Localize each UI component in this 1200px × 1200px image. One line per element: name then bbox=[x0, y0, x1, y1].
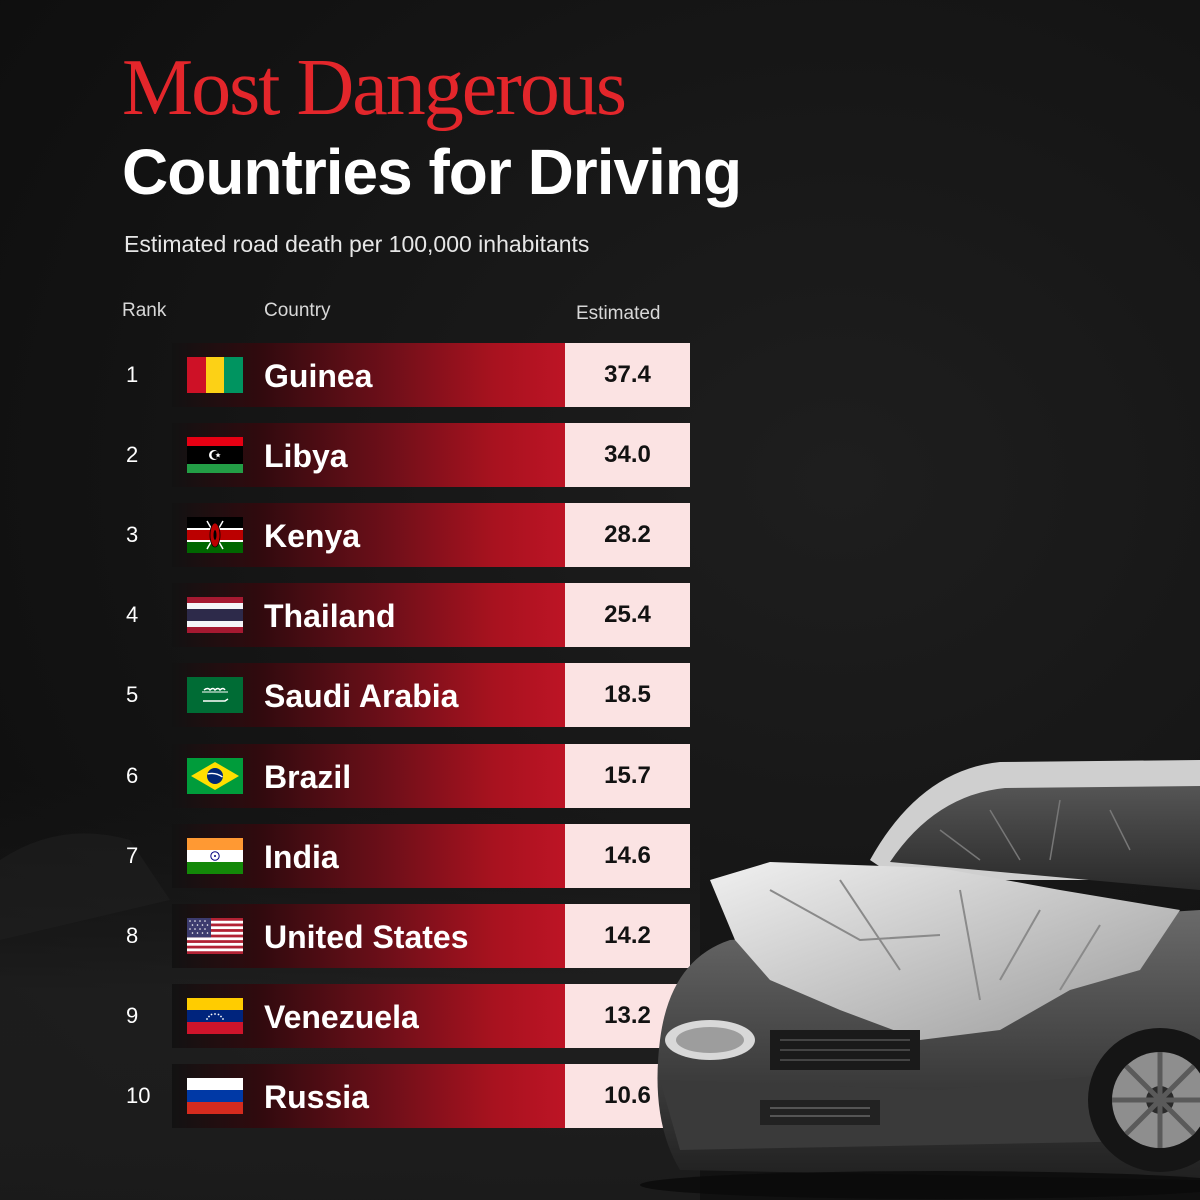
country-name: Brazil bbox=[264, 759, 352, 795]
country-name: Venezuela bbox=[264, 999, 419, 1035]
value-cell: 14.6 bbox=[565, 824, 690, 888]
value-cell: 37.4 bbox=[565, 343, 690, 407]
table-row: 1 Guinea 37.4 bbox=[0, 343, 700, 407]
rank-number: 5 bbox=[126, 682, 139, 707]
value-cell: 34.0 bbox=[565, 423, 690, 487]
value-cell: 14.2 bbox=[565, 904, 690, 968]
value-cell: 28.2 bbox=[565, 503, 690, 567]
country-bar: Libya bbox=[172, 423, 565, 487]
india-flag-icon bbox=[187, 838, 243, 874]
rank-number: 10 bbox=[126, 1083, 151, 1108]
rank-number: 7 bbox=[126, 843, 139, 868]
rank-number: 6 bbox=[126, 763, 139, 788]
country-bar: Brazil bbox=[172, 744, 565, 808]
country-name: United States bbox=[264, 919, 469, 955]
rank-number: 1 bbox=[126, 362, 139, 387]
country-name: Guinea bbox=[264, 358, 373, 394]
rank-number: 2 bbox=[126, 442, 139, 467]
country-bar: Russia bbox=[172, 1064, 565, 1128]
table-row: 5 Saudi Arabia 18.5 bbox=[0, 663, 700, 727]
venezuela-flag-icon bbox=[187, 998, 243, 1034]
subtitle: Estimated road death per 100,000 inhabit… bbox=[124, 231, 590, 257]
table-row: 7 India 14.6 bbox=[0, 824, 700, 888]
table-row: 6 Brazil 15.7 bbox=[0, 744, 700, 808]
country-bar: Guinea bbox=[172, 343, 565, 407]
country-bar: Thailand bbox=[172, 583, 565, 647]
table-row: 8 bbox=[0, 904, 700, 968]
libya-flag-icon bbox=[187, 437, 243, 473]
table-row: 10 Russia 10.6 bbox=[0, 1064, 700, 1128]
rank-number: 9 bbox=[126, 1003, 139, 1028]
column-header-estimated: Estimated bbox=[576, 303, 661, 324]
column-header-rank: Rank bbox=[122, 300, 167, 321]
value-cell: 15.7 bbox=[565, 744, 690, 808]
table-row: 9 Venezuela 13.2 bbox=[0, 984, 700, 1048]
title-line-1: Most Dangerous bbox=[122, 44, 627, 132]
country-bar: Venezuela bbox=[172, 984, 565, 1048]
thailand-flag-icon bbox=[187, 597, 243, 633]
column-header-country: Country bbox=[264, 300, 331, 321]
table-row: 4 Thailand 25.4 bbox=[0, 583, 700, 647]
russia-flag-icon bbox=[187, 1078, 243, 1114]
country-name: Russia bbox=[264, 1079, 369, 1115]
rank-number: 4 bbox=[126, 602, 139, 627]
value-cell: 25.4 bbox=[565, 583, 690, 647]
rank-number: 8 bbox=[126, 923, 139, 948]
kenya-flag-icon bbox=[187, 517, 243, 553]
title-line-2: Countries for Driving bbox=[122, 136, 742, 208]
country-name: Libya bbox=[264, 438, 348, 474]
country-bar: United States bbox=[172, 904, 565, 968]
country-name: Saudi Arabia bbox=[264, 678, 459, 714]
country-bar: India bbox=[172, 824, 565, 888]
country-name: Kenya bbox=[264, 518, 361, 554]
saudi-arabia-flag-icon bbox=[187, 677, 243, 713]
country-name: Thailand bbox=[264, 598, 396, 634]
table-row: 2 Libya 34.0 bbox=[0, 423, 700, 487]
country-bar: Saudi Arabia bbox=[172, 663, 565, 727]
table-row: 3 Kenya 28.2 bbox=[0, 503, 700, 567]
united-states-flag-icon bbox=[187, 918, 243, 954]
rank-number: 3 bbox=[126, 522, 139, 547]
wrecked-car-image bbox=[640, 760, 1200, 1199]
country-bar: Kenya bbox=[172, 503, 565, 567]
guinea-flag-icon bbox=[187, 357, 243, 393]
brazil-flag-icon bbox=[187, 758, 243, 794]
value-cell: 18.5 bbox=[565, 663, 690, 727]
country-name: India bbox=[264, 839, 339, 875]
